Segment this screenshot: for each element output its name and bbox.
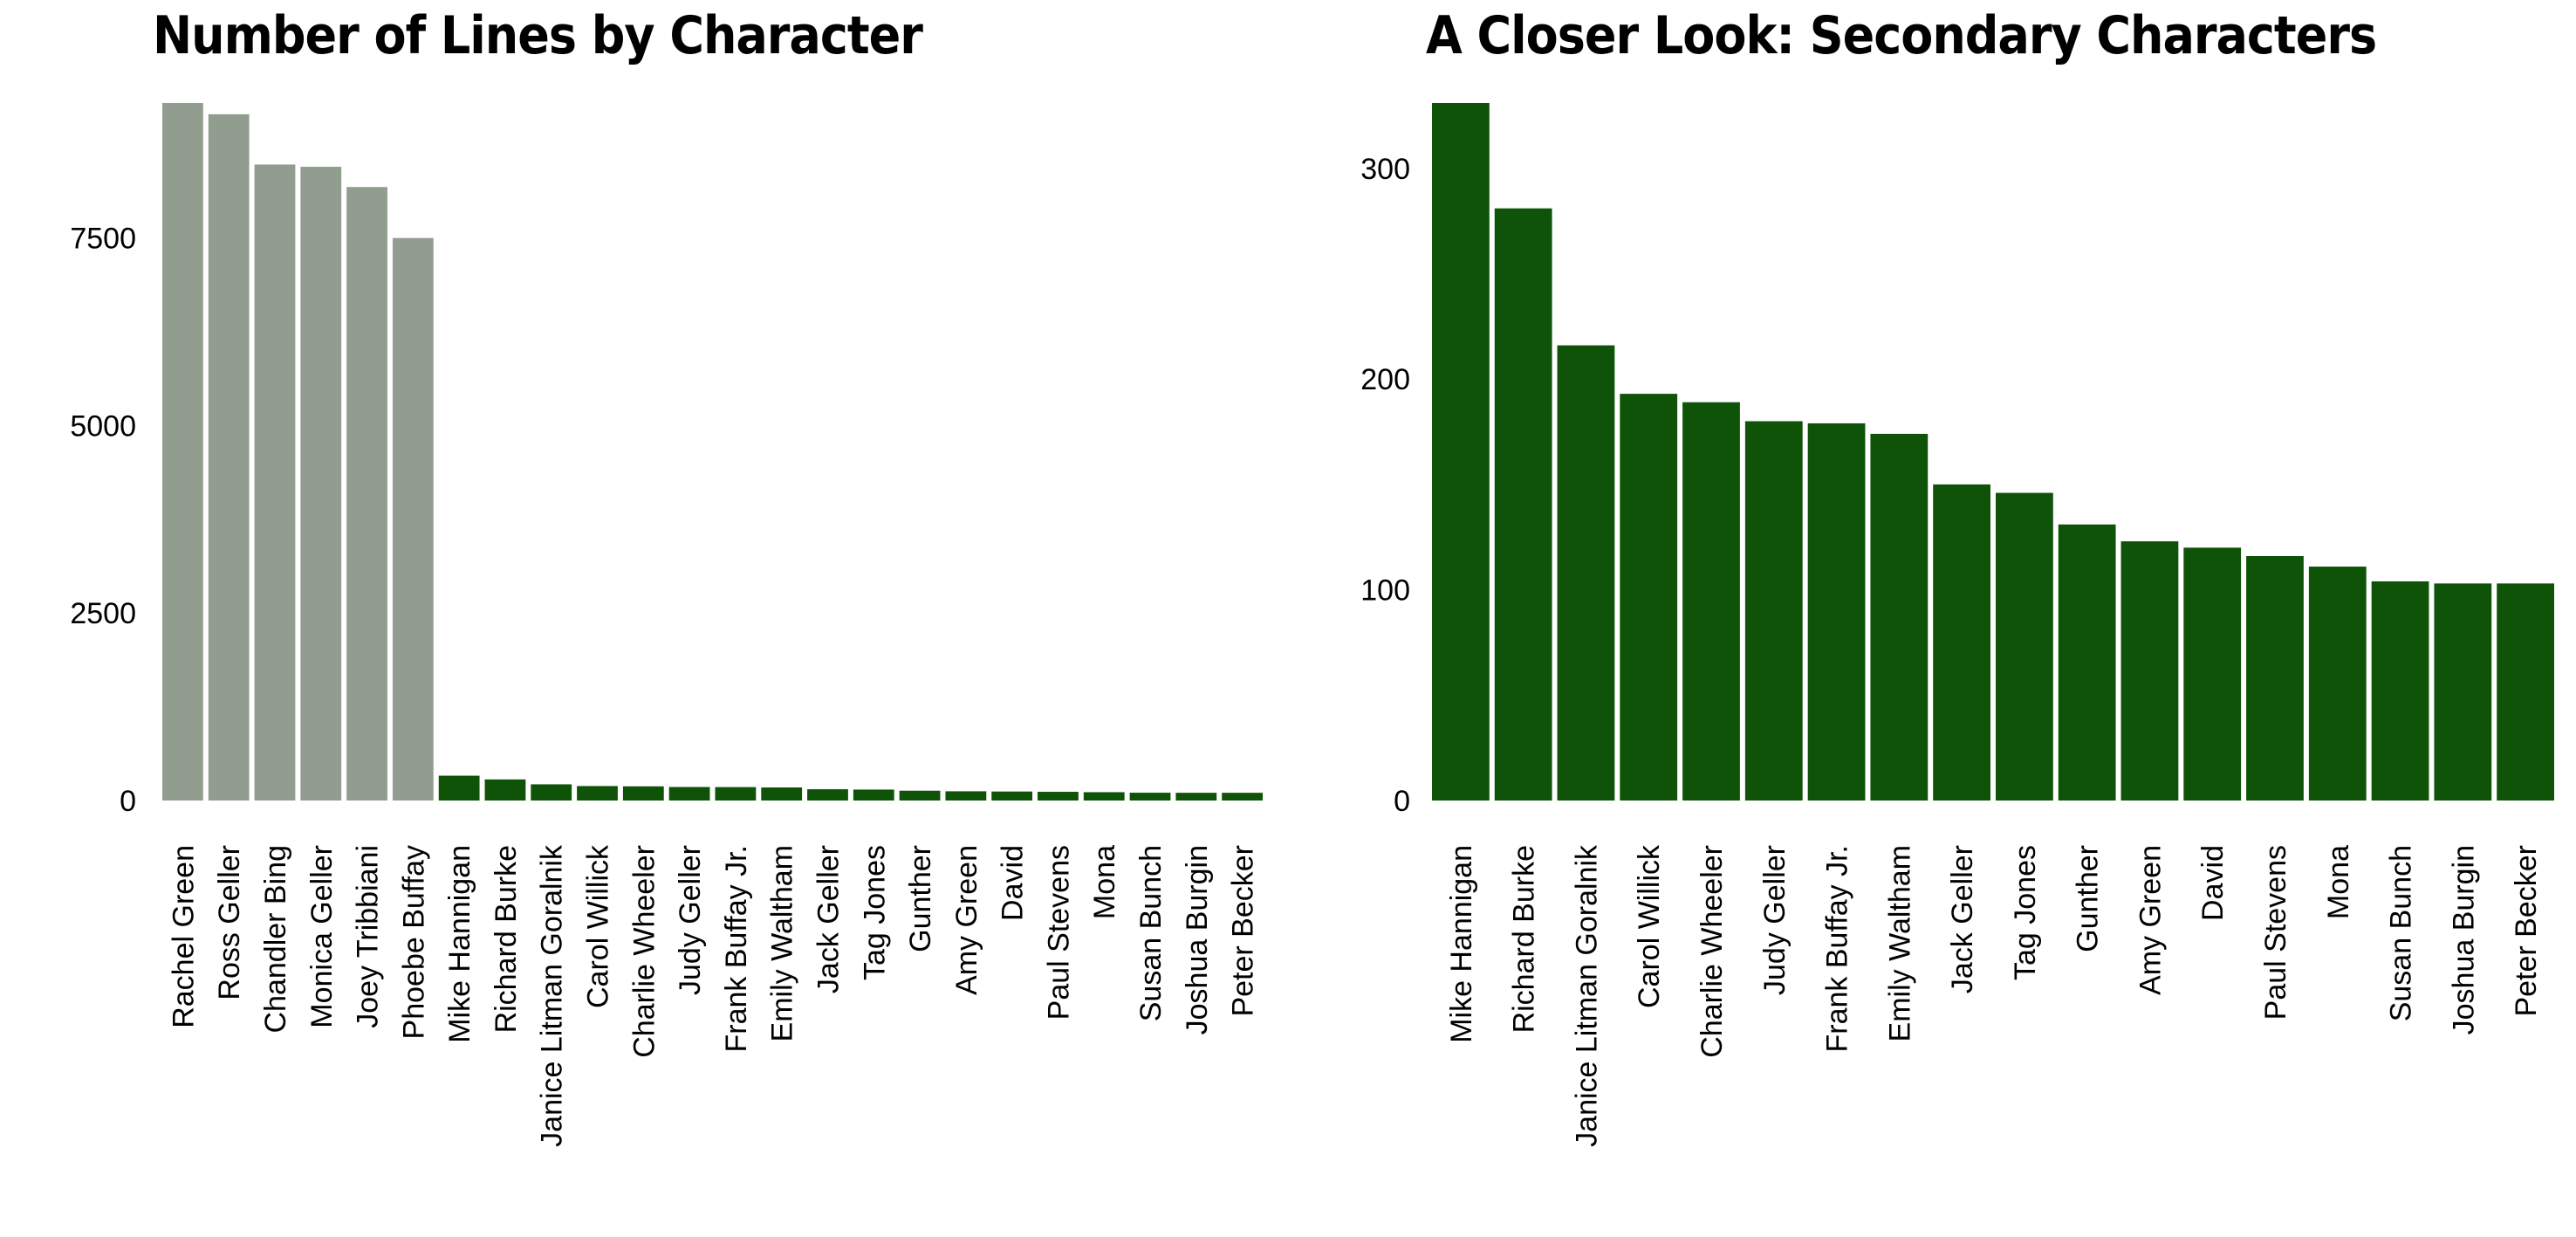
- bar: [208, 113, 250, 801]
- plot-area: 0 100 200 300 Mike Hannigan Richard Burke Jani…: [1360, 103, 2554, 1147]
- x-tick-label: Frank Buffay Jr.: [720, 845, 753, 1052]
- bar: [1557, 345, 1615, 801]
- x-tick-label: Paul Stevens: [2259, 845, 2292, 1020]
- y-tick-label: 0: [120, 785, 136, 818]
- bar: [622, 786, 664, 801]
- bar: [2434, 583, 2492, 801]
- y-tick-label: 0: [1394, 785, 1410, 818]
- x-tick-label: Joshua Burgin: [2447, 845, 2480, 1034]
- bar: [577, 786, 618, 801]
- y-tick-label: 300: [1360, 153, 1410, 186]
- bar: [1038, 792, 1079, 801]
- bar: [945, 791, 987, 801]
- chart-secondary-characters: A Closer Look: Secondary Characters 0 100…: [1288, 0, 2576, 1237]
- x-tick-label: Judy Geller: [674, 845, 707, 995]
- bar: [162, 103, 203, 801]
- bar: [1682, 402, 1740, 801]
- bar: [715, 787, 757, 801]
- bar: [1175, 793, 1217, 801]
- x-tick-label: Emily Waltham: [766, 845, 799, 1041]
- x-tick-label: Amy Green: [2134, 845, 2167, 995]
- x-tick-label: Peter Becker: [1227, 845, 1260, 1017]
- bar: [346, 187, 387, 801]
- x-tick-label: Frank Buffay Jr.: [1821, 845, 1854, 1052]
- chart-title: Number of Lines by Character: [153, 5, 923, 66]
- x-tick-label: Charlie Wheeler: [1696, 845, 1729, 1058]
- bar: [1996, 492, 2053, 801]
- x-tick-label: Jack Geller: [812, 845, 845, 993]
- x-tick-label: Janice Litman Goralnik: [536, 844, 569, 1147]
- x-tick-label: Charlie Wheeler: [627, 845, 661, 1058]
- bar: [807, 789, 848, 801]
- x-tick-label: Judy Geller: [1758, 845, 1792, 995]
- x-tick-label: Carol Willick: [582, 844, 615, 1008]
- y-tick-label: 7500: [70, 223, 136, 256]
- x-tick-label: Monica Geller: [305, 845, 339, 1028]
- x-tick-label: Gunther: [904, 845, 937, 952]
- bar: [1222, 793, 1263, 801]
- y-tick-label: 2500: [70, 597, 136, 630]
- bar: [531, 784, 572, 801]
- bar: [1620, 394, 1678, 801]
- bar: [1129, 793, 1171, 801]
- bar: [1083, 792, 1125, 801]
- x-tick-label: Janice Litman Goralnik: [1570, 844, 1603, 1147]
- x-tick-label: Mike Hannigan: [443, 845, 476, 1043]
- bar: [392, 237, 434, 801]
- x-tick-label: Gunther: [2072, 845, 2105, 952]
- bar: [438, 775, 480, 801]
- bar: [1744, 421, 1803, 801]
- bar: [2183, 547, 2242, 801]
- x-tick-label: Chandler Bing: [259, 845, 292, 1033]
- x-tick-label: Emily Waltham: [1883, 845, 1916, 1041]
- x-tick-label: Mona: [2322, 845, 2355, 919]
- x-tick-label: Mona: [1088, 845, 1121, 919]
- x-tick-label: David: [997, 845, 1030, 921]
- x-tick-label: Tag Jones: [2009, 845, 2042, 980]
- y-tick-label: 200: [1360, 363, 1410, 396]
- bar: [254, 164, 296, 801]
- bar: [761, 787, 803, 801]
- bar: [300, 167, 342, 801]
- plot-area: 0 2500 5000 7500 Rachel Green Ross Geller Chan…: [70, 103, 1263, 1147]
- x-tick-label: David: [2196, 845, 2230, 921]
- bar: [991, 791, 1033, 801]
- x-tick-label: Jack Geller: [1946, 845, 1979, 993]
- x-tick-label: Mike Hannigan: [1445, 845, 1478, 1043]
- x-tick-label: Joey Tribbiani: [352, 845, 385, 1028]
- chart-lines-by-character: Number of Lines by Character 0 2500 5000 75…: [70, 5, 1263, 1147]
- bar: [2120, 541, 2179, 801]
- bar: [1870, 433, 1929, 801]
- x-tick-label: Carol Willick: [1633, 844, 1666, 1008]
- bar: [668, 787, 710, 801]
- bar: [2497, 583, 2554, 801]
- bar: [853, 789, 894, 801]
- x-tick-label: Susan Bunch: [1134, 845, 1168, 1021]
- x-tick-label: Ross Geller: [213, 845, 246, 1000]
- x-tick-label: Joshua Burgin: [1181, 845, 1214, 1034]
- x-tick-label: Amy Green: [950, 845, 983, 995]
- bar: [1933, 484, 1990, 801]
- x-tick-label: Peter Becker: [2510, 845, 2543, 1017]
- bar: [1494, 208, 1552, 801]
- bar: [899, 790, 941, 801]
- bar: [1432, 103, 1490, 801]
- y-tick-label: 100: [1360, 574, 1410, 608]
- x-tick-label: Rachel Green: [167, 845, 200, 1028]
- y-tick-label: 5000: [70, 409, 136, 443]
- x-tick-label: Richard Burke: [1508, 845, 1541, 1033]
- x-tick-label: Paul Stevens: [1042, 845, 1075, 1020]
- x-tick-label: Susan Bunch: [2385, 845, 2418, 1021]
- bar: [2246, 555, 2304, 801]
- x-tick-label: Richard Burke: [490, 845, 523, 1033]
- bar: [2371, 581, 2429, 801]
- chart-title: A Closer Look: Secondary Characters: [1426, 5, 2377, 66]
- bar: [2058, 524, 2116, 801]
- bar: [2308, 567, 2367, 801]
- x-tick-label: Phoebe Buffay: [397, 845, 430, 1039]
- bar: [1807, 423, 1866, 801]
- bar: [484, 779, 526, 801]
- x-tick-label: Tag Jones: [858, 845, 891, 980]
